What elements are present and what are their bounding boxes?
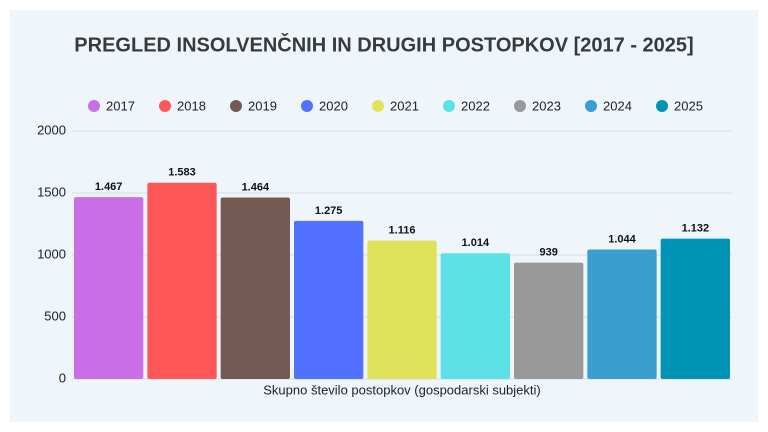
value-label: 1.132 <box>682 223 710 235</box>
legend-swatch <box>443 100 455 112</box>
bar <box>147 182 217 379</box>
legend-label: 2018 <box>177 98 206 113</box>
y-tick-label: 500 <box>44 308 66 323</box>
value-label: 939 <box>539 246 557 258</box>
legend-swatch <box>301 100 313 112</box>
bar <box>74 197 144 379</box>
bar <box>514 262 584 379</box>
legend-label: 2025 <box>674 98 703 113</box>
value-label: 1.275 <box>315 205 343 217</box>
bar <box>367 240 437 379</box>
legend-label: 2020 <box>319 98 348 113</box>
bar <box>220 197 290 379</box>
value-label: 1.014 <box>462 237 490 249</box>
legend-label: 2019 <box>248 98 277 113</box>
value-label: 1.044 <box>608 233 636 245</box>
chart-title: PREGLED INSOLVENČNIH IN DRUGIH POSTOPKOV… <box>74 32 693 56</box>
legend-swatch <box>159 100 171 112</box>
value-label: 1.583 <box>168 167 196 179</box>
legend-label: 2017 <box>106 98 135 113</box>
legend-label: 2024 <box>603 98 632 113</box>
bar <box>294 220 364 379</box>
legend-swatch <box>88 100 100 112</box>
y-tick-label: 2000 <box>37 122 66 137</box>
legend-swatch <box>514 100 526 112</box>
bar <box>587 249 657 379</box>
legend-swatch <box>585 100 597 112</box>
legend-swatch <box>230 100 242 112</box>
value-label: 1.467 <box>95 181 123 193</box>
x-tick-label: Skupno število postopkov (gospodarski su… <box>263 382 540 397</box>
legend-swatch <box>372 100 384 112</box>
bar <box>440 253 510 379</box>
legend-label: 2022 <box>461 98 490 113</box>
y-tick-label: 1000 <box>37 246 66 261</box>
y-tick-label: 0 <box>59 370 66 385</box>
value-label: 1.116 <box>389 225 416 237</box>
bar <box>660 238 730 379</box>
value-label: 1.464 <box>242 181 270 193</box>
legend-label: 2023 <box>532 98 561 113</box>
y-tick-label: 1500 <box>37 184 66 199</box>
legend-label: 2021 <box>390 98 419 113</box>
legend-swatch <box>656 100 668 112</box>
